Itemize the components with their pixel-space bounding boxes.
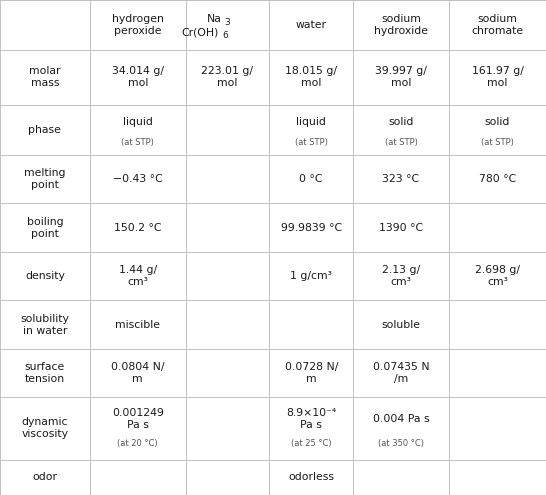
Text: 3: 3 <box>224 18 230 27</box>
Text: odorless: odorless <box>288 472 334 482</box>
Text: Na: Na <box>207 14 222 24</box>
Text: water: water <box>296 20 327 30</box>
Text: 0 °C: 0 °C <box>299 174 323 184</box>
Text: −0.43 °C: −0.43 °C <box>113 174 163 184</box>
Text: 0.0728 N/
m: 0.0728 N/ m <box>284 362 338 384</box>
Text: liquid: liquid <box>123 117 153 127</box>
Text: molar
mass: molar mass <box>29 66 61 89</box>
Text: (at 350 °C): (at 350 °C) <box>378 440 424 448</box>
Text: 0.001249
Pa s: 0.001249 Pa s <box>112 408 164 430</box>
Text: 0.07435 N
/m: 0.07435 N /m <box>373 362 429 384</box>
Text: solid: solid <box>388 117 414 127</box>
Text: 323 °C: 323 °C <box>382 174 419 184</box>
Text: 223.01 g/
mol: 223.01 g/ mol <box>201 66 253 89</box>
Text: 0.004 Pa s: 0.004 Pa s <box>373 414 429 424</box>
Text: (at STP): (at STP) <box>295 138 328 147</box>
Text: (at STP): (at STP) <box>481 138 514 147</box>
Text: 1.44 g/
cm³: 1.44 g/ cm³ <box>118 265 157 287</box>
Text: 150.2 °C: 150.2 °C <box>114 223 162 233</box>
Text: miscible: miscible <box>115 320 160 330</box>
Text: sodium
hydroxide: sodium hydroxide <box>374 14 428 36</box>
Text: 2.13 g/
cm³: 2.13 g/ cm³ <box>382 265 420 287</box>
Text: boiling
point: boiling point <box>27 217 63 239</box>
Text: 780 °C: 780 °C <box>479 174 516 184</box>
Text: melting
point: melting point <box>24 168 66 190</box>
Text: (at 25 °C): (at 25 °C) <box>291 440 331 448</box>
Text: 2.698 g/
cm³: 2.698 g/ cm³ <box>475 265 520 287</box>
Text: 6: 6 <box>222 31 228 40</box>
Text: liquid: liquid <box>296 117 326 127</box>
Text: (at STP): (at STP) <box>384 138 418 147</box>
Text: sodium
chromate: sodium chromate <box>471 14 524 36</box>
Text: 0.0804 N/
m: 0.0804 N/ m <box>111 362 164 384</box>
Text: 99.9839 °C: 99.9839 °C <box>281 223 342 233</box>
Text: 161.97 g/
mol: 161.97 g/ mol <box>472 66 524 89</box>
Text: 1390 °C: 1390 °C <box>379 223 423 233</box>
Text: 39.997 g/
mol: 39.997 g/ mol <box>375 66 427 89</box>
Text: 18.015 g/
mol: 18.015 g/ mol <box>285 66 337 89</box>
Text: 8.9×10⁻⁴
Pa s: 8.9×10⁻⁴ Pa s <box>286 408 336 430</box>
Text: hydrogen
peroxide: hydrogen peroxide <box>112 14 164 36</box>
Text: odor: odor <box>32 472 57 482</box>
Text: (at 20 °C): (at 20 °C) <box>117 440 158 448</box>
Text: soluble: soluble <box>382 320 420 330</box>
Text: Cr(OH): Cr(OH) <box>181 27 219 37</box>
Text: 34.014 g/
mol: 34.014 g/ mol <box>112 66 164 89</box>
Text: phase: phase <box>28 125 61 135</box>
Text: surface
tension: surface tension <box>25 362 65 384</box>
Text: (at STP): (at STP) <box>121 138 154 147</box>
Text: solid: solid <box>485 117 510 127</box>
Text: dynamic
viscosity: dynamic viscosity <box>21 417 68 440</box>
Text: solubility
in water: solubility in water <box>20 314 69 336</box>
Text: density: density <box>25 271 65 281</box>
Text: 1 g/cm³: 1 g/cm³ <box>290 271 332 281</box>
